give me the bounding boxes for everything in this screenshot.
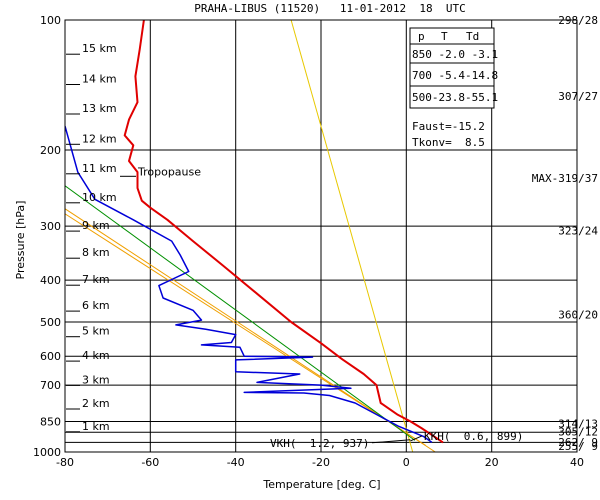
- height-label: 11 km: [82, 162, 117, 175]
- temperature-line: [123, 20, 444, 444]
- table-header-t: T: [441, 30, 448, 43]
- y-tick-label: 200: [40, 144, 61, 157]
- x-tick-label: 20: [485, 456, 499, 469]
- tkonv-index: Tkonv= 8.5: [412, 136, 485, 149]
- wind-level-label: 307/27: [558, 90, 598, 103]
- data-table: p T Td 850 -2.0 -3.1 700 -5.4-14.8 500-2…: [409, 27, 498, 109]
- y-tick-label: 300: [40, 220, 61, 233]
- moist-adiabat-2-line: [65, 208, 436, 452]
- height-label: 14 km: [82, 73, 117, 86]
- annotations: KKH( 0.6, 899) VKH( 1.2, 937): [270, 430, 523, 450]
- curves: [65, 20, 444, 452]
- wind-level-label: 255/ 9: [558, 440, 598, 453]
- height-label: 3 km: [82, 373, 110, 386]
- height-labels: 15 km 14 km 13 km 12 km 11 km 10 km 9 km 8 km 7 …: [66, 42, 201, 433]
- table-header-p: p: [418, 30, 425, 43]
- table-row-500: 500-23.8-55.1: [412, 91, 498, 104]
- mixing-ratio-line: [65, 185, 416, 441]
- wind-level-label: MAX-319/37: [532, 172, 598, 185]
- x-tick-label: 0: [403, 456, 410, 469]
- height-label: 12 km: [82, 132, 117, 145]
- y-axis-title: Pressure [hPa]: [14, 201, 27, 280]
- wind-level-label: 360/20: [558, 308, 598, 321]
- y-tick-label: 600: [40, 350, 61, 363]
- height-label: 1 km: [82, 420, 110, 433]
- wind-level-label: 305/12: [558, 426, 598, 439]
- x-tick-label: -60: [141, 456, 159, 469]
- x-tick-label: 40: [570, 456, 584, 469]
- height-label: 9 km: [82, 219, 110, 232]
- chart-title: PRAHA-LIBUS (11520) 11-01-2012 18 UTC: [194, 2, 466, 15]
- tropopause-label: Tropopause: [137, 165, 201, 178]
- right-labels: 298/28 307/27 MAX-319/37 323/24 360/20 314/13…: [532, 14, 599, 453]
- table-row-700: 700 -5.4-14.8: [412, 69, 498, 82]
- faust-index: Faust=-15.2: [412, 120, 485, 133]
- height-label: 6 km: [82, 299, 110, 312]
- y-tick-label: 1000: [33, 446, 61, 459]
- y-tick-label: 100: [40, 14, 61, 27]
- kkh-pointer: [410, 435, 423, 442]
- dew-point-line: [65, 125, 433, 444]
- x-tick-label: -80: [56, 456, 74, 469]
- plot-frame: [64, 19, 578, 453]
- height-label: 8 km: [82, 246, 110, 259]
- vkh-pointer: [371, 439, 411, 444]
- y-tick-label: 400: [40, 274, 61, 287]
- wind-level-label: 323/24: [558, 224, 598, 237]
- table-header-td: Td: [466, 30, 479, 43]
- moist-adiabat-line: [65, 213, 426, 446]
- height-label: 15 km: [82, 42, 117, 55]
- x-axis-title: Temperature [deg. C]: [262, 478, 380, 491]
- y-tick-labels: 100 200 300 400 500 600 700 850 1000: [33, 14, 61, 459]
- height-label: 2 km: [82, 397, 110, 410]
- height-label: 7 km: [82, 273, 110, 286]
- kkh-annotation: KKH( 0.6, 899): [424, 430, 523, 443]
- height-label: 13 km: [82, 102, 117, 115]
- x-tick-labels: -80 -60 -40 -20 0 20 40: [56, 456, 584, 469]
- wind-level-label: 298/28: [558, 14, 598, 27]
- dry-adiabat-line: [290, 20, 414, 452]
- x-tick-label: -40: [227, 456, 245, 469]
- height-label: 4 km: [82, 349, 110, 362]
- wind-level-label: 262/ 9: [558, 436, 598, 449]
- vkh-annotation: VKH( 1.2, 937): [270, 437, 369, 450]
- y-tick-label: 700: [40, 379, 61, 392]
- y-tick-label: 850: [40, 416, 61, 429]
- table-row-850: 850 -2.0 -3.1: [412, 48, 498, 61]
- x-tick-label: -20: [312, 456, 330, 469]
- wind-level-label: 314/13: [558, 417, 598, 430]
- height-label: 5 km: [82, 325, 110, 338]
- height-label: 10 km: [82, 191, 117, 204]
- y-tick-label: 500: [40, 316, 61, 329]
- data-table-box: [409, 27, 495, 109]
